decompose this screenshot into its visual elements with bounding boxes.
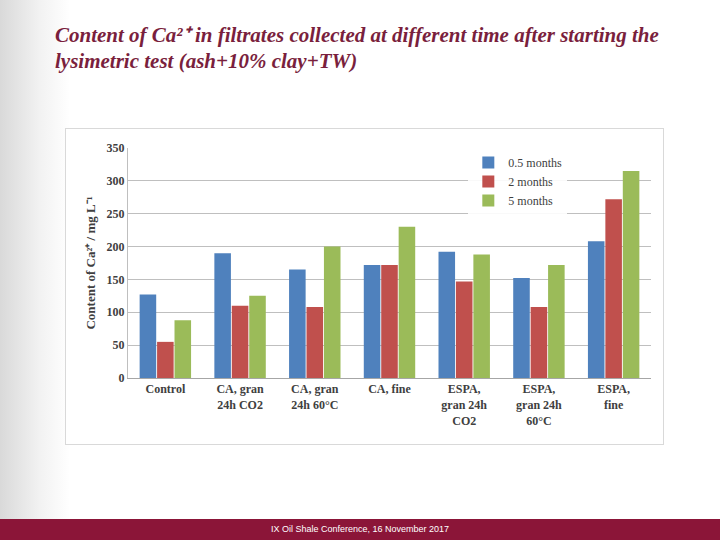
svg-text:Control: Control bbox=[145, 382, 185, 396]
svg-text:CA, gran24h CO2: CA, gran24h CO2 bbox=[216, 382, 264, 412]
svg-text:100: 100 bbox=[107, 305, 125, 319]
html-text:IX Oil Shale Conference, 16 No: IX Oil Shale Conference, 16 November 201… bbox=[270, 524, 449, 534]
svg-text:CA, gran24h 60°C: CA, gran24h 60°C bbox=[291, 382, 339, 412]
svg-text:250: 250 bbox=[107, 207, 125, 221]
svg-text:ESPA,gran 24hCO2: ESPA,gran 24hCO2 bbox=[441, 382, 487, 427]
svg-text:CA, fine: CA, fine bbox=[368, 382, 411, 396]
html-text:Content of Ca²⁺ in filtrates c: Content of Ca²⁺ in filtrates collected a… bbox=[55, 23, 659, 73]
svg-text:5 months: 5 months bbox=[508, 194, 553, 208]
svg-text:0: 0 bbox=[119, 371, 125, 385]
svg-text:350: 350 bbox=[107, 141, 125, 155]
svg-text:300: 300 bbox=[107, 174, 125, 188]
svg-text:150: 150 bbox=[107, 273, 125, 287]
svg-text:200: 200 bbox=[107, 240, 125, 254]
svg-text:2 months: 2 months bbox=[508, 175, 553, 189]
svg-text:50: 50 bbox=[113, 338, 125, 352]
svg-text:0.5 months: 0.5 months bbox=[508, 156, 562, 170]
svg-text:ESPA,fine: ESPA,fine bbox=[597, 382, 630, 412]
svg-text:Content of Ca²⁺ / mg L⁻¹: Content of Ca²⁺ / mg L⁻¹ bbox=[83, 196, 98, 329]
svg-text:ESPA,gran 24h60°C: ESPA,gran 24h60°C bbox=[516, 382, 562, 427]
